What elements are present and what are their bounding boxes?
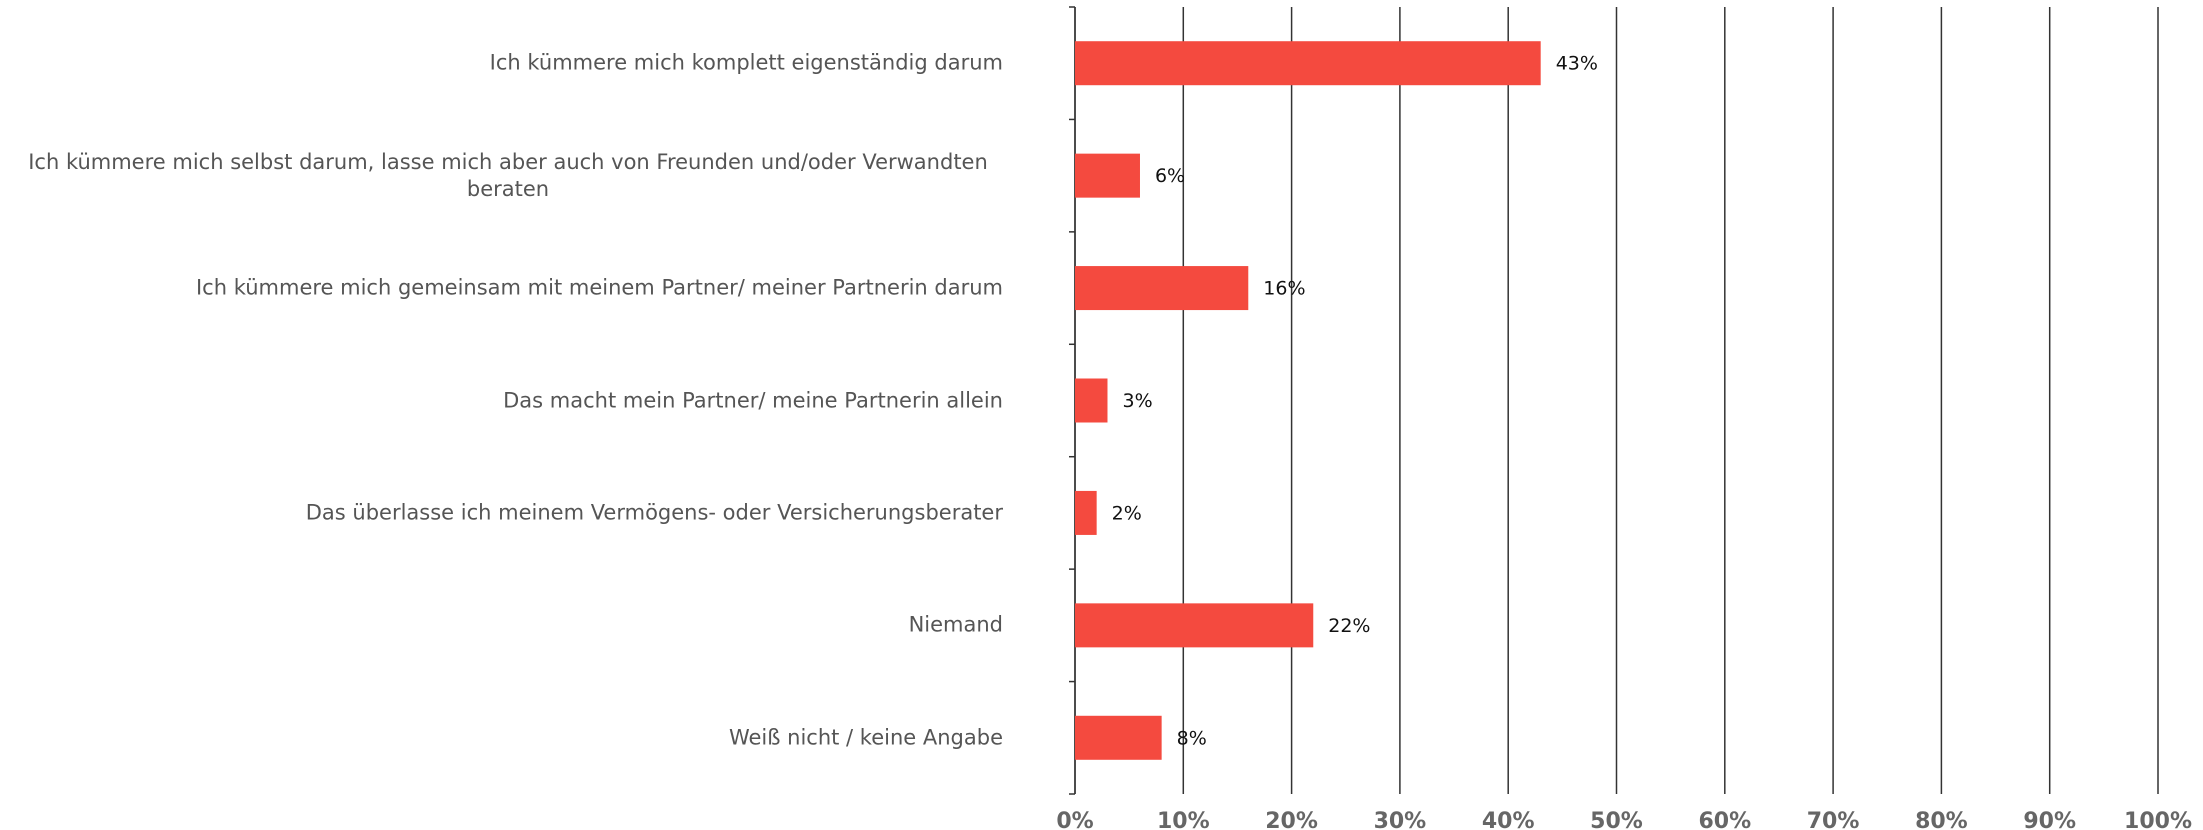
- x-tick-label: 40%: [1482, 809, 1535, 830]
- category-text: Ich kümmere mich selbst darum, lasse mic…: [28, 149, 988, 201]
- bar: [1075, 266, 1249, 311]
- x-tick-label: 60%: [1698, 809, 1751, 830]
- data-label: 16%: [1263, 278, 1305, 300]
- category-label: Ich kümmere mich gemeinsam mit meinem Pa…: [13, 275, 1003, 302]
- category-text: Ich kümmere mich gemeinsam mit meinem Pa…: [195, 275, 1003, 300]
- data-label: 8%: [1177, 727, 1207, 749]
- data-label: 22%: [1328, 615, 1370, 637]
- category-label: Das überlasse ich meinem Vermögens- oder…: [13, 499, 1003, 526]
- bar: [1075, 378, 1108, 423]
- category-label: Ich kümmere mich selbst darum, lasse mic…: [13, 149, 1003, 203]
- category-text: Ich kümmere mich komplett eigenständig d…: [489, 50, 1003, 75]
- category-label: Weiß nicht / keine Angabe: [13, 724, 1003, 751]
- category-text: Weiß nicht / keine Angabe: [728, 725, 1003, 750]
- x-tick-label: 90%: [2023, 809, 2076, 830]
- category-label: Das macht mein Partner/ meine Partnerin …: [13, 387, 1003, 414]
- x-tick-label: 0%: [1056, 809, 1093, 830]
- data-label: 3%: [1122, 390, 1152, 412]
- x-tick-label: 30%: [1374, 809, 1427, 830]
- category-text: Niemand: [908, 612, 1003, 637]
- x-tick-label: 50%: [1590, 809, 1643, 830]
- bar: [1075, 41, 1541, 86]
- x-tick-label: 100%: [2124, 809, 2192, 830]
- x-tick-label: 80%: [1915, 809, 1968, 830]
- category-text: Das überlasse ich meinem Vermögens- oder…: [305, 500, 1003, 525]
- category-text: Das macht mein Partner/ meine Partnerin …: [503, 388, 1003, 412]
- data-label: 6%: [1155, 165, 1185, 187]
- data-label: 43%: [1556, 53, 1598, 75]
- data-label: 2%: [1112, 502, 1142, 524]
- category-label: Ich kümmere mich komplett eigenständig d…: [13, 50, 1003, 77]
- x-tick-label: 20%: [1265, 809, 1318, 830]
- bar: [1075, 153, 1140, 198]
- x-tick-label: 10%: [1157, 809, 1210, 830]
- bar: [1075, 490, 1097, 535]
- x-tick-label: 70%: [1807, 809, 1860, 830]
- bar: [1075, 715, 1162, 760]
- bar: [1075, 603, 1314, 648]
- category-label: Niemand: [13, 612, 1003, 639]
